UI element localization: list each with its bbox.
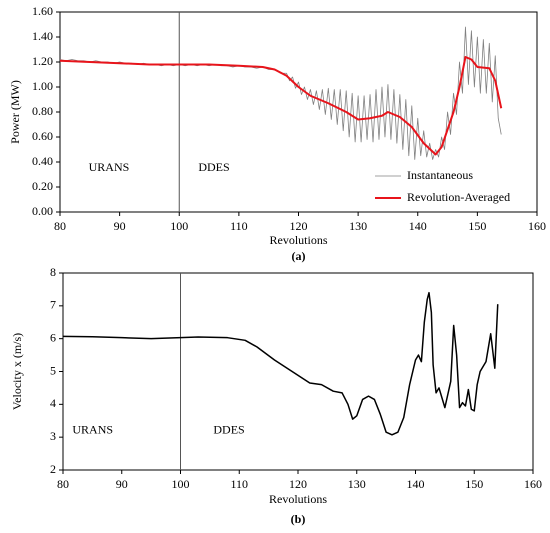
caption: (b) [291, 512, 306, 526]
x-tick-label: 80 [57, 477, 69, 491]
y-tick-label: 5 [50, 363, 56, 377]
legend-label: Revolution-Averaged [407, 190, 510, 204]
y-tick-label: 7 [50, 298, 56, 312]
y-axis-label: Velocity x (m/s) [10, 333, 24, 410]
y-tick-label: 0.20 [32, 179, 53, 193]
y-tick-label: 1.40 [32, 29, 53, 43]
x-tick-label: 90 [116, 477, 128, 491]
x-tick-label: 140 [409, 219, 427, 233]
x-tick-label: 160 [528, 219, 546, 233]
x-tick-label: 90 [114, 219, 126, 233]
x-tick-label: 130 [348, 477, 366, 491]
x-tick-label: 100 [172, 477, 190, 491]
x-tick-label: 110 [230, 219, 248, 233]
x-tick-label: 80 [54, 219, 66, 233]
annotation: DDES [198, 160, 229, 174]
x-tick-label: 120 [289, 477, 307, 491]
y-tick-label: 6 [50, 330, 56, 344]
y-tick-label: 8 [50, 265, 56, 279]
y-tick-label: 4 [50, 396, 56, 410]
y-tick-label: 0.80 [32, 104, 53, 118]
x-tick-label: 140 [407, 477, 425, 491]
y-tick-label: 3 [50, 429, 56, 443]
y-tick-label: 1.20 [32, 54, 53, 68]
y-tick-label: 1.60 [32, 4, 53, 18]
x-axis-label: Revolutions [269, 492, 327, 506]
plot-frame [62, 272, 534, 471]
annotation: URANS [72, 422, 113, 436]
x-tick-label: 120 [290, 219, 308, 233]
y-tick-label: 1.00 [32, 79, 53, 93]
series-line [59, 26, 502, 160]
y-tick-label: 2 [50, 462, 56, 476]
x-tick-label: 150 [465, 477, 483, 491]
x-tick-label: 110 [230, 477, 248, 491]
x-axis-label: Revolutions [269, 233, 327, 247]
series-line [59, 56, 503, 156]
annotation: URANS [89, 160, 130, 174]
legend-label: Instantaneous [407, 168, 473, 182]
plot-frame [59, 11, 538, 213]
annotation: DDES [213, 422, 244, 436]
y-tick-label: 0.40 [32, 154, 53, 168]
x-tick-label: 100 [170, 219, 188, 233]
x-tick-label: 130 [349, 219, 367, 233]
x-tick-label: 160 [524, 477, 542, 491]
caption: (a) [292, 249, 306, 263]
y-axis-label: Power (MW) [8, 80, 22, 144]
y-tick-label: 0.60 [32, 129, 53, 143]
y-tick-label: 0.00 [32, 204, 53, 218]
series-line [62, 291, 499, 436]
x-tick-label: 150 [468, 219, 486, 233]
